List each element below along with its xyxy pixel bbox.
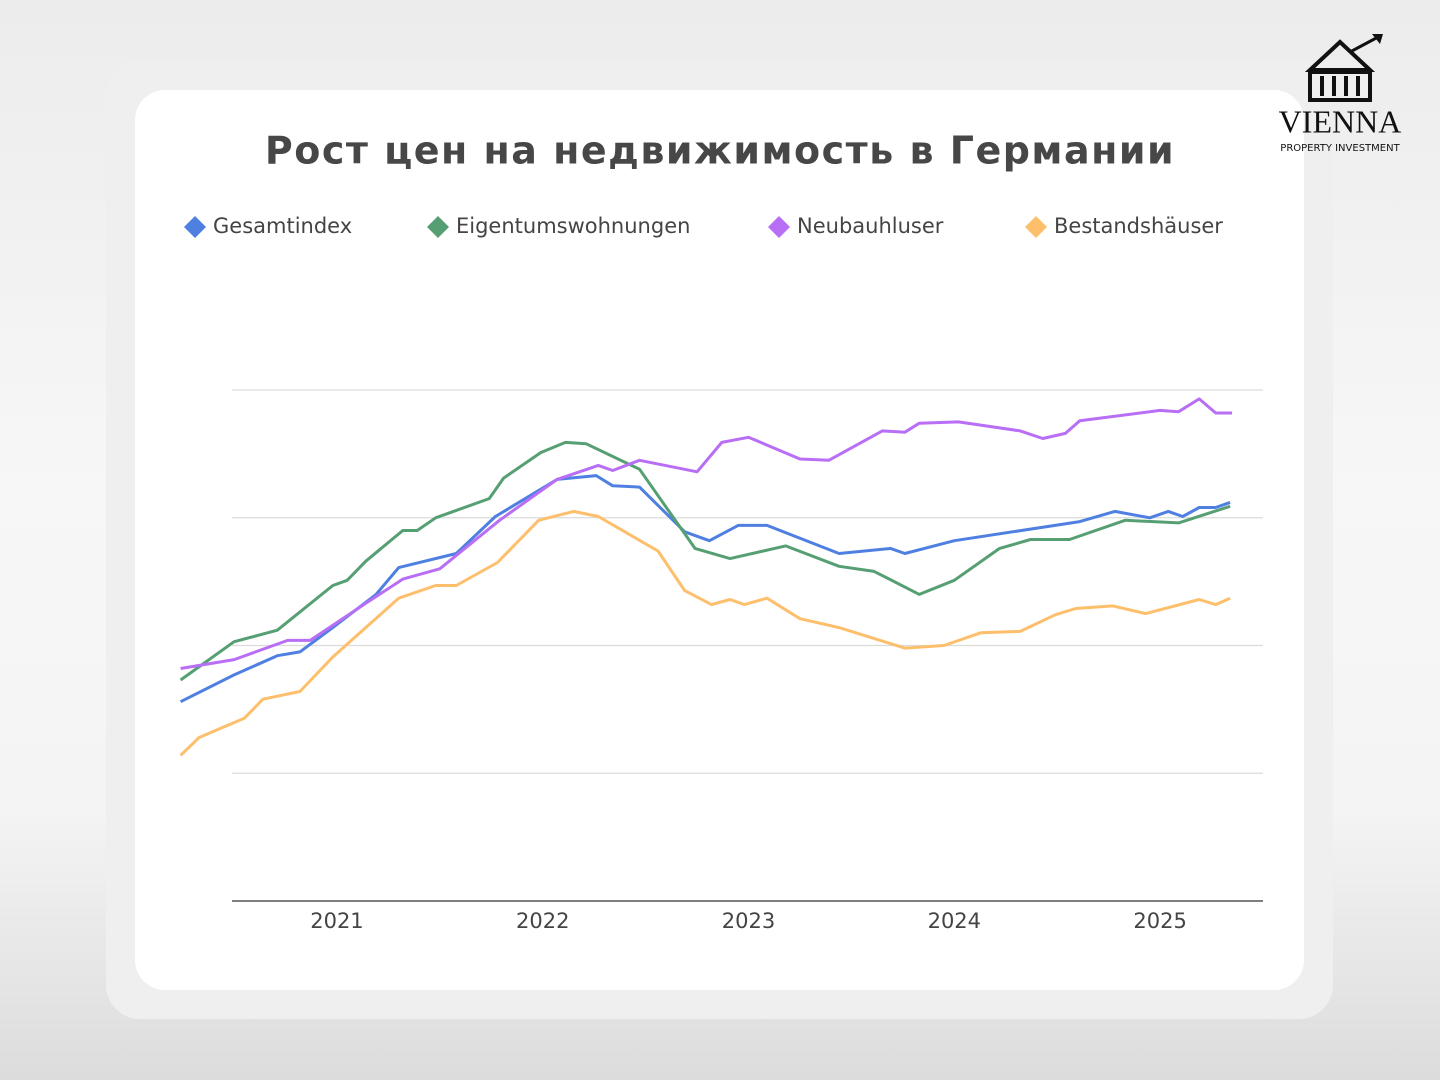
legend-marker (768, 216, 790, 238)
x-tick-label: 2023 (722, 909, 775, 933)
logo-arrow-head (1372, 34, 1383, 44)
legend-label: Bestandshäuser (1054, 214, 1223, 238)
legend-label: Neubauhluser (797, 214, 944, 238)
x-tick-label: 2024 (928, 909, 981, 933)
series-line (180, 397, 1233, 670)
legend-marker (1025, 216, 1047, 238)
logo-columns (1320, 76, 1360, 96)
series-line (179, 440, 1231, 682)
legend-marker (184, 216, 206, 238)
logo: VIENNA PROPERTY INVESTMENT (1279, 34, 1402, 154)
chart-title: Рост цен на недвижимость в Германии (265, 129, 1175, 173)
logo-building (1308, 70, 1372, 102)
x-tick-label: 2025 (1133, 909, 1186, 933)
logo-arrow (1349, 34, 1381, 54)
logo-name: VIENNA (1279, 103, 1402, 139)
legend-label: Eigentumswohnungen (456, 214, 690, 238)
logo-tagline: PROPERTY INVESTMENT (1280, 143, 1400, 154)
x-tick-label: 2021 (310, 909, 363, 933)
chart-card (135, 90, 1304, 990)
legend-label: Gesamtindex (213, 214, 352, 238)
x-tick-label: 2022 (516, 909, 569, 933)
legend-marker (427, 216, 449, 238)
series-line (179, 509, 1231, 757)
